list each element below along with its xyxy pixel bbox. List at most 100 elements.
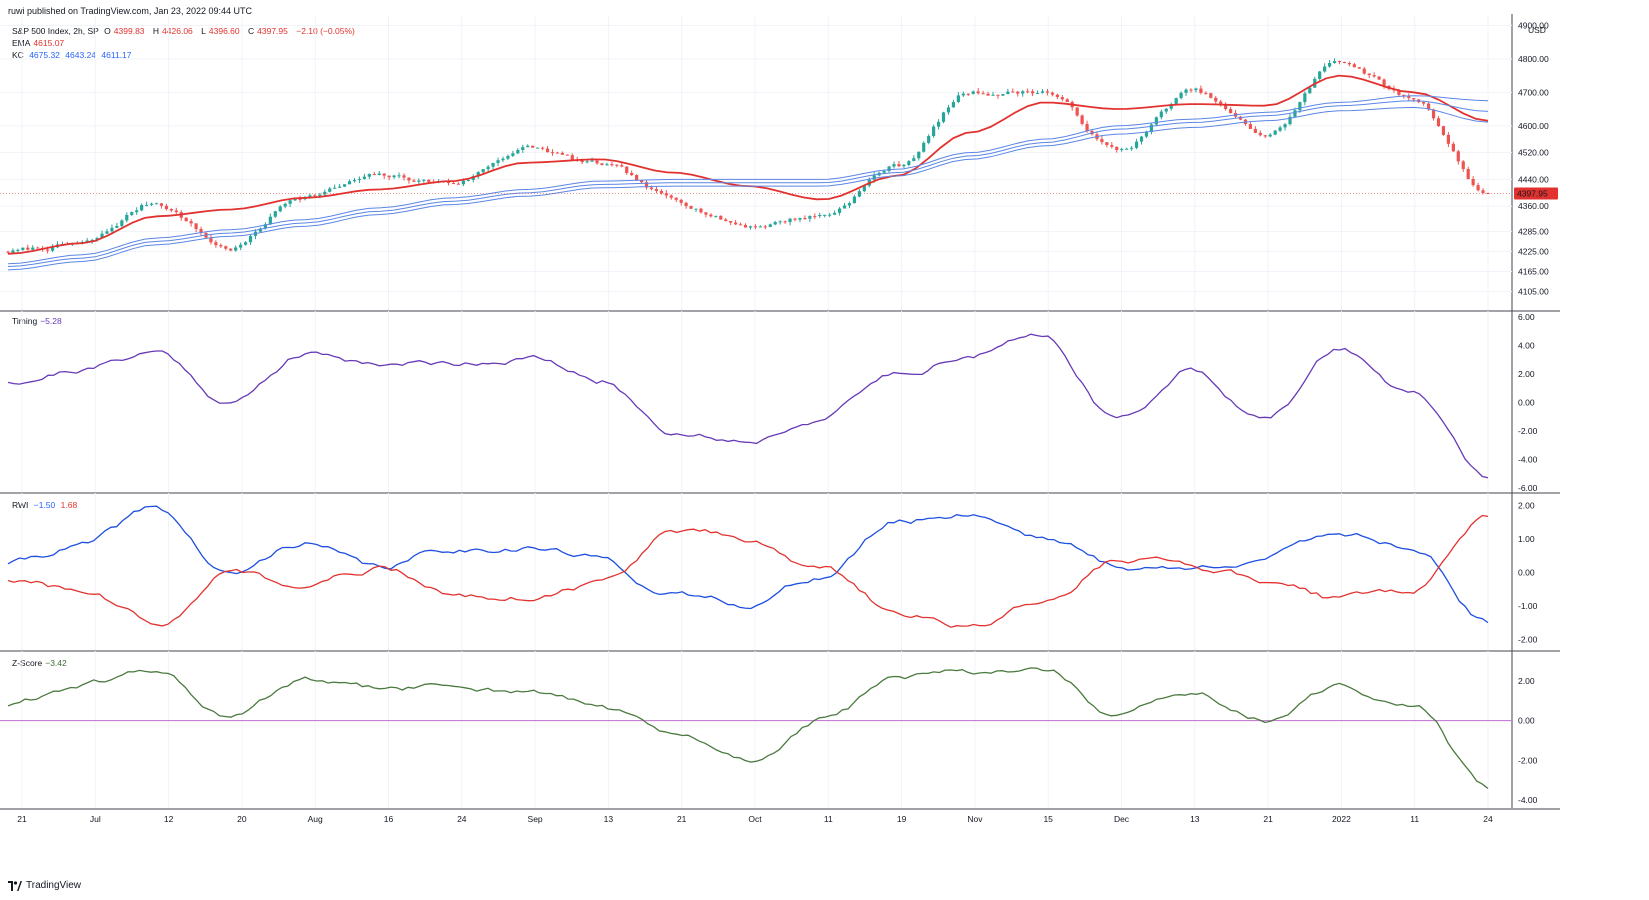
rwi-legend[interactable]: RWI −1.50 1.68	[12, 500, 78, 510]
candle-body	[823, 214, 827, 216]
x-tick-label: 21	[677, 814, 687, 824]
candle-body	[600, 163, 604, 165]
candle-body	[367, 174, 371, 177]
candle-body	[342, 184, 347, 187]
candle-body	[996, 94, 1000, 96]
candle-body	[1258, 132, 1262, 136]
candle-body	[1204, 92, 1208, 94]
x-tick-label: 11	[824, 814, 833, 824]
y-tick-label: 0.00	[1518, 398, 1535, 408]
candle-body	[531, 145, 535, 148]
candle-body	[709, 214, 713, 217]
candle-body	[1159, 111, 1163, 118]
price-legend: S&P 500 Index, 2h, SP O 4399.83 H 4426.06 …	[12, 26, 358, 37]
candle-body	[110, 227, 114, 232]
last-price-tag	[1514, 187, 1558, 200]
candle-body	[1144, 131, 1149, 137]
y-tick-label: 4520.00	[1518, 148, 1549, 158]
y-tick-label: 4165.00	[1518, 267, 1549, 277]
candle-body	[1412, 98, 1416, 100]
candle-body	[1209, 93, 1213, 98]
x-tick-label: 16	[384, 814, 394, 824]
candle-body	[1476, 185, 1480, 191]
candle-body	[882, 171, 886, 173]
candle-body	[1169, 104, 1173, 109]
ohlc-close: C 4397.95	[248, 26, 288, 36]
candle-body	[654, 189, 659, 191]
candle-body	[1377, 76, 1381, 80]
candle-body	[1214, 97, 1218, 102]
candle-body	[189, 221, 193, 224]
footer: TradingView	[8, 880, 81, 891]
candle-body	[570, 155, 574, 160]
x-tick-label: 21	[1263, 814, 1273, 824]
candle-body	[1248, 124, 1253, 129]
y-tick-label: -6.00	[1518, 483, 1538, 493]
candle-body	[511, 153, 515, 156]
candle-body	[219, 245, 223, 247]
candle-body	[1194, 88, 1198, 91]
x-tick-label: 24	[1483, 814, 1493, 824]
kc-upper-value: 4675.32	[29, 50, 60, 60]
candle-body	[986, 93, 990, 96]
candle-body	[1229, 109, 1233, 114]
candle-body	[793, 218, 797, 220]
candle-body	[1382, 79, 1386, 86]
candle-body	[427, 179, 431, 182]
y-tick-label: 4285.00	[1518, 226, 1549, 236]
candle-body	[956, 95, 960, 103]
candle-body	[1253, 128, 1257, 133]
candle-body	[1471, 178, 1475, 186]
candle-body	[1347, 62, 1352, 65]
candle-body	[1461, 161, 1465, 170]
candle-body	[783, 221, 787, 223]
timing-line	[7, 333, 1489, 479]
timing-legend[interactable]: Timing −5.28	[12, 316, 62, 326]
candle-body	[753, 226, 758, 228]
candle-body	[1026, 91, 1030, 93]
candle-body	[1035, 92, 1040, 94]
candle-body	[130, 212, 134, 215]
y-tick-label: 4440.00	[1518, 174, 1549, 184]
candle-body	[154, 203, 159, 205]
candle-body	[1154, 117, 1158, 125]
candle-body	[1323, 66, 1327, 72]
candle-body	[540, 147, 545, 149]
candle-body	[1293, 110, 1297, 117]
candle-body	[625, 166, 629, 173]
candle-body	[729, 221, 733, 223]
y-tick-label: 4360.00	[1518, 201, 1549, 211]
candle-body	[392, 175, 396, 178]
y-tick-label: -4.00	[1518, 795, 1538, 805]
candle-body	[1332, 61, 1337, 63]
candle-body	[313, 195, 317, 197]
candle-body	[451, 183, 456, 185]
candle-body	[1134, 141, 1139, 148]
kc-legend[interactable]: KC 4675.32 4643.24 4611.17	[12, 50, 132, 60]
candle-body	[1060, 97, 1064, 100]
kc-lower-line	[7, 106, 1489, 271]
zscore-legend[interactable]: Z-Score −3.42	[12, 658, 67, 668]
candle-body	[456, 183, 461, 185]
candle-body	[1011, 91, 1015, 93]
candle-body	[748, 226, 753, 228]
y-tick-label: -2.00	[1518, 634, 1538, 644]
candle-body	[476, 172, 480, 177]
candle-body	[1199, 88, 1203, 93]
ohlc-open: O 4399.83	[104, 26, 145, 36]
candle-body	[1065, 99, 1069, 103]
candle-body	[857, 191, 861, 197]
candle-body	[590, 160, 594, 162]
candle-body	[1441, 126, 1446, 135]
tradingview-logo-icon[interactable]	[8, 880, 22, 891]
ema-legend[interactable]: EMA 4615.07	[12, 38, 65, 48]
kc-upper-line	[7, 95, 1489, 265]
x-tick-label: 11	[1410, 814, 1419, 824]
candle-body	[1050, 92, 1055, 95]
y-tick-label: 2.00	[1518, 369, 1535, 379]
footer-brand[interactable]: TradingView	[26, 880, 82, 891]
y-tick-label: 2.00	[1518, 676, 1535, 686]
symbol-name[interactable]: S&P 500 Index, 2h, SP	[12, 26, 99, 36]
candle-body	[1308, 87, 1312, 94]
